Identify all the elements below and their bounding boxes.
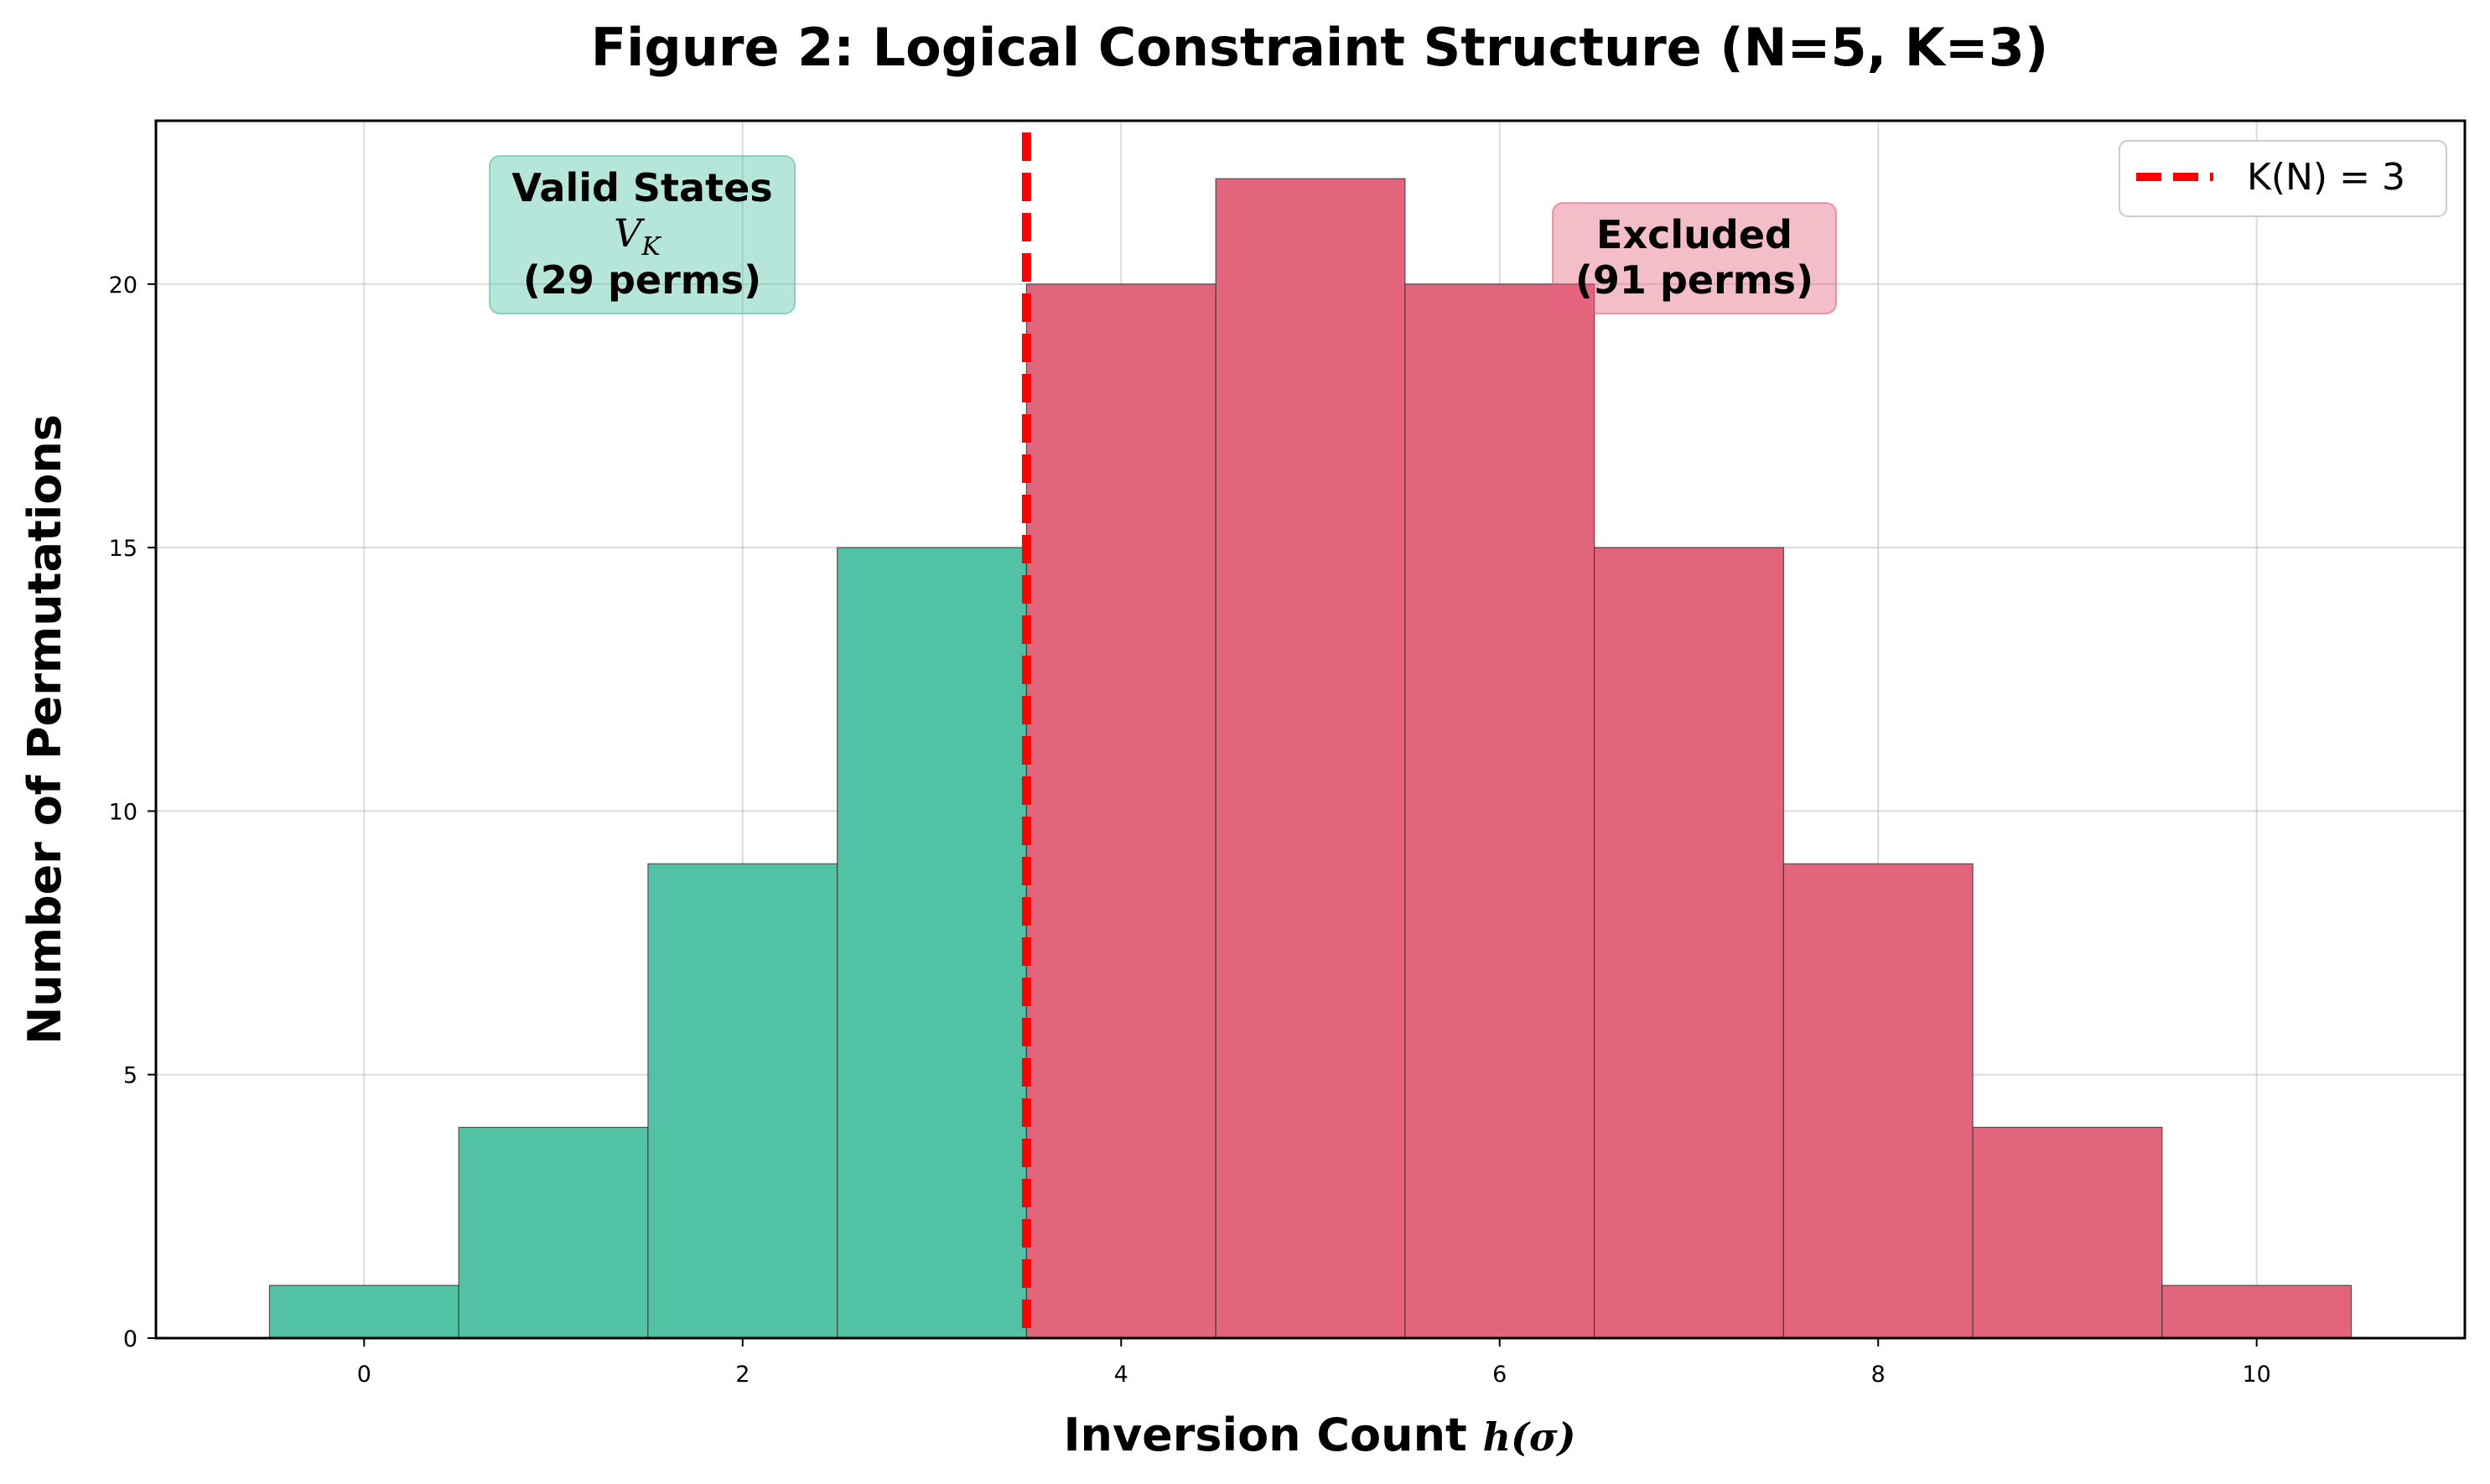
y-tick-label: 5 — [123, 1063, 137, 1089]
x-axis-label: Inversion Count h(σ) — [1063, 1409, 1575, 1461]
valid-states-box — [489, 155, 796, 314]
legend-box — [2119, 140, 2447, 217]
excluded-count: (91 perms) — [1575, 257, 1813, 303]
plot-frame — [154, 119, 2467, 1340]
valid-states-symbol: VK — [614, 210, 661, 262]
bar-inversion-4 — [1025, 283, 1216, 1339]
bar-inversion-8 — [1782, 863, 1974, 1339]
bar-inversion-5 — [1215, 178, 1406, 1339]
bar-inversion-0 — [268, 1284, 459, 1339]
x-tick-label: 10 — [2243, 1362, 2271, 1388]
x-axis-label-text: Inversion Count — [1063, 1409, 1466, 1461]
bar-inversion-3 — [837, 547, 1027, 1339]
chart-title: Figure 2: Logical Constraint Structure (… — [591, 17, 2048, 78]
bar-inversion-10 — [2161, 1284, 2353, 1339]
legend: K(N) = 3 — [2119, 140, 2447, 217]
x-tick-label: 0 — [357, 1362, 371, 1388]
bar-inversion-2 — [647, 863, 838, 1339]
bar-inversion-7 — [1594, 547, 1784, 1339]
y-tick-label: 10 — [109, 799, 137, 825]
legend-threshold-label: K(N) = 3 — [2247, 156, 2405, 199]
y-axis-ticks: 0 5 10 15 20 — [109, 272, 156, 1352]
x-axis-ticks: 0 2 4 6 8 10 — [357, 1338, 2271, 1388]
excluded-annotation: Excluded (91 perms) — [1552, 202, 1837, 314]
x-tick-label: 2 — [735, 1362, 750, 1388]
x-axis-label-math: h(σ) — [1483, 1414, 1576, 1460]
valid-states-count: (29 perms) — [523, 257, 761, 303]
x-tick-label: 8 — [1871, 1362, 1886, 1388]
bar-inversion-9 — [1972, 1126, 2163, 1339]
y-tick-label: 0 — [123, 1326, 137, 1352]
valid-states-label: Valid States — [511, 165, 772, 210]
x-tick-label: 4 — [1114, 1362, 1128, 1388]
bar-inversion-1 — [458, 1126, 649, 1339]
y-axis-label: Number of Permutations — [18, 414, 71, 1045]
y-tick-label: 20 — [109, 272, 137, 298]
x-tick-label: 6 — [1492, 1362, 1507, 1388]
histogram-bars — [268, 178, 2353, 1339]
bar-inversion-6 — [1404, 283, 1595, 1339]
valid-states-annotation: Valid States VK (29 perms) — [489, 155, 796, 314]
excluded-label: Excluded — [1596, 212, 1792, 257]
y-tick-label: 15 — [109, 536, 137, 562]
excluded-box — [1552, 202, 1837, 314]
